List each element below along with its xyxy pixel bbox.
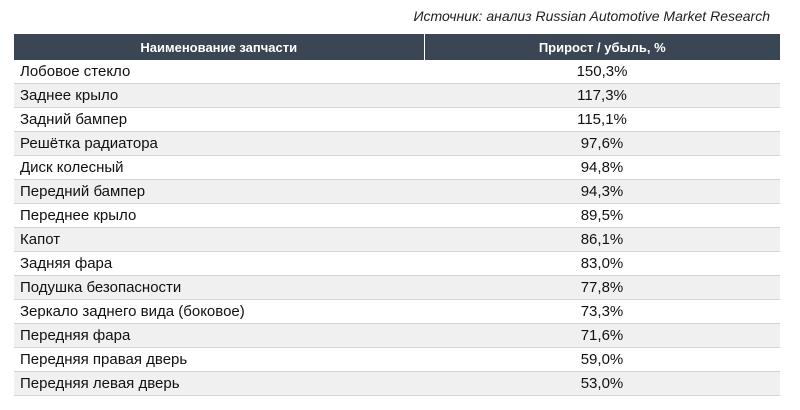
- part-name-cell: Задний бампер: [14, 107, 424, 132]
- growth-value-cell: 117,3%: [424, 83, 780, 108]
- table-row: Решётка радиатора 97,6%: [14, 131, 780, 156]
- part-name-cell: Диск колесный: [14, 155, 424, 180]
- part-name-cell: Передняя левая дверь: [14, 371, 424, 396]
- table-row: Капот 86,1%: [14, 227, 780, 252]
- growth-value-cell: 59,0%: [424, 347, 780, 372]
- table-row: Передняя левая дверь 53,0%: [14, 371, 780, 396]
- growth-value-cell: 115,1%: [424, 107, 780, 132]
- growth-value-cell: 94,3%: [424, 179, 780, 204]
- part-name-cell: Передняя фара: [14, 323, 424, 348]
- part-name-cell: Капот: [14, 227, 424, 252]
- table-row: Переднее крыло 89,5%: [14, 203, 780, 228]
- column-header-part-name: Наименование запчасти: [14, 34, 425, 60]
- growth-value-cell: 97,6%: [424, 131, 780, 156]
- column-header-growth: Прирост / убыль, %: [424, 34, 780, 60]
- source-note: Источник: анализ Russian Automotive Mark…: [413, 8, 770, 24]
- part-name-cell: Переднее крыло: [14, 203, 424, 228]
- part-name-cell: Решётка радиатора: [14, 131, 424, 156]
- table-body: Лобовое стекло 150,3% Заднее крыло 117,3% …: [14, 60, 780, 396]
- growth-value-cell: 86,1%: [424, 227, 780, 252]
- parts-growth-table: Наименование запчасти Прирост / убыль, %…: [14, 34, 780, 396]
- table-row: Лобовое стекло 150,3%: [14, 60, 780, 84]
- table-header: Наименование запчасти Прирост / убыль, %: [14, 34, 780, 60]
- part-name-cell: Передняя правая дверь: [14, 347, 424, 372]
- table-row: Заднее крыло 117,3%: [14, 83, 780, 108]
- growth-value-cell: 150,3%: [424, 60, 780, 84]
- growth-value-cell: 94,8%: [424, 155, 780, 180]
- table-row: Зеркало заднего вида (боковое) 73,3%: [14, 299, 780, 324]
- parts-table-container: Наименование запчасти Прирост / убыль, %…: [14, 34, 780, 396]
- growth-value-cell: 89,5%: [424, 203, 780, 228]
- part-name-cell: Задняя фара: [14, 251, 424, 276]
- growth-value-cell: 53,0%: [424, 371, 780, 396]
- part-name-cell: Заднее крыло: [14, 83, 424, 108]
- growth-value-cell: 73,3%: [424, 299, 780, 324]
- growth-value-cell: 83,0%: [424, 251, 780, 276]
- table-row: Задняя фара 83,0%: [14, 251, 780, 276]
- part-name-cell: Передний бампер: [14, 179, 424, 204]
- part-name-cell: Зеркало заднего вида (боковое): [14, 299, 424, 324]
- table-row: Передняя фара 71,6%: [14, 323, 780, 348]
- table-row: Подушка безопасности 77,8%: [14, 275, 780, 300]
- header-row: Наименование запчасти Прирост / убыль, %: [14, 34, 780, 60]
- part-name-cell: Лобовое стекло: [14, 60, 424, 84]
- part-name-cell: Подушка безопасности: [14, 275, 424, 300]
- table-row: Диск колесный 94,8%: [14, 155, 780, 180]
- growth-value-cell: 77,8%: [424, 275, 780, 300]
- table-row: Задний бампер 115,1%: [14, 107, 780, 132]
- growth-value-cell: 71,6%: [424, 323, 780, 348]
- table-row: Передняя правая дверь 59,0%: [14, 347, 780, 372]
- table-row: Передний бампер 94,3%: [14, 179, 780, 204]
